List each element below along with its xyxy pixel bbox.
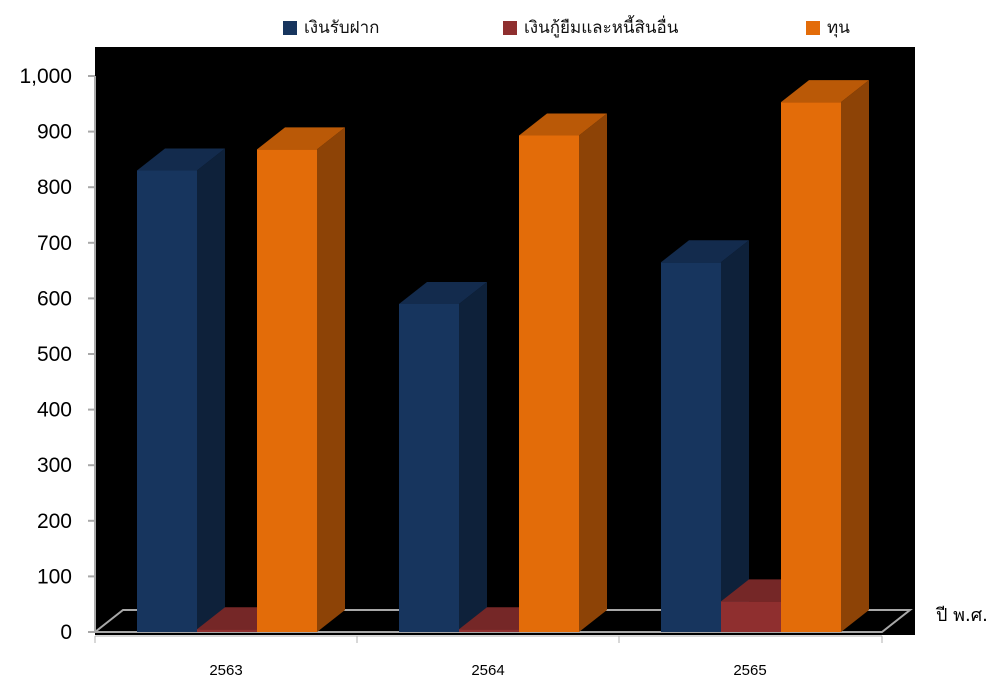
- bar-top: [781, 80, 869, 103]
- y-tick-label: 500: [37, 343, 72, 366]
- bar: [257, 127, 345, 632]
- bar-front: [459, 629, 519, 632]
- bar-side: [841, 80, 869, 632]
- bar-side: [197, 148, 225, 632]
- bar-front: [137, 170, 197, 632]
- bar-front: [781, 102, 841, 632]
- legend-swatch-capital: [806, 20, 820, 35]
- legend-item-borrowings: เงินกู้ยืมและหนี้สินอื่น: [503, 14, 678, 41]
- y-tick-label: 900: [37, 121, 72, 144]
- legend-swatch-deposits: [283, 20, 297, 35]
- legend-item-deposits: เงินรับฝาก: [283, 14, 379, 41]
- bar-front: [399, 303, 459, 632]
- x-tick-label: 2563: [209, 662, 242, 679]
- bar-side: [459, 281, 487, 632]
- bar-side: [721, 240, 749, 632]
- bar-top: [399, 281, 487, 304]
- y-tick-label: 100: [37, 565, 72, 588]
- bar: [661, 240, 749, 632]
- y-tick-label: 200: [37, 510, 72, 533]
- bar: [781, 80, 869, 632]
- bar-top: [257, 127, 345, 150]
- bar-top: [661, 240, 749, 263]
- x-axis-title: ปี พ.ศ.: [936, 605, 988, 626]
- bar-top: [137, 148, 225, 171]
- floor-outline: [92, 609, 913, 633]
- y-tick-label: 1,000: [19, 65, 72, 88]
- bar-side: [317, 127, 345, 632]
- x-tick-label: 2565: [733, 662, 766, 679]
- legend: เงินรับฝาก เงินกู้ยืมและหนี้สินอื่น ทุน: [0, 14, 1003, 44]
- bar-front: [721, 601, 781, 632]
- bar-front: [197, 629, 257, 632]
- plot-background: [95, 47, 915, 635]
- bar-front: [519, 135, 579, 632]
- bar-side: [579, 113, 607, 632]
- y-axis: 0 100 200 300 400 500 600 700 800 900 1,000: [19, 65, 96, 644]
- bar-top: [519, 113, 607, 136]
- x-tick-label: 2564: [471, 662, 504, 679]
- legend-label-deposits: เงินรับฝาก: [304, 18, 380, 38]
- y-tick-label: 0: [60, 621, 72, 644]
- legend-label-capital: ทุน: [827, 18, 850, 38]
- bars-group: [137, 80, 869, 632]
- legend-label-borrowings: เงินกู้ยืมและหนี้สินอื่น: [524, 18, 679, 38]
- legend-item-capital: ทุน: [806, 14, 850, 41]
- x-axis: 2563 2564 2565: [94, 635, 883, 679]
- y-tick-label: 300: [37, 454, 72, 477]
- y-tick-label: 400: [37, 399, 72, 422]
- bar: [519, 113, 607, 632]
- bar: [137, 148, 225, 632]
- legend-swatch-borrowings: [503, 20, 517, 35]
- y-tick-label: 600: [37, 287, 72, 310]
- bar-front: [257, 149, 317, 632]
- y-tick-label: 800: [37, 176, 72, 199]
- bar: [399, 281, 487, 632]
- chart-floor: [92, 609, 913, 633]
- bar-front: [661, 262, 721, 632]
- y-tick-label: 700: [37, 232, 72, 255]
